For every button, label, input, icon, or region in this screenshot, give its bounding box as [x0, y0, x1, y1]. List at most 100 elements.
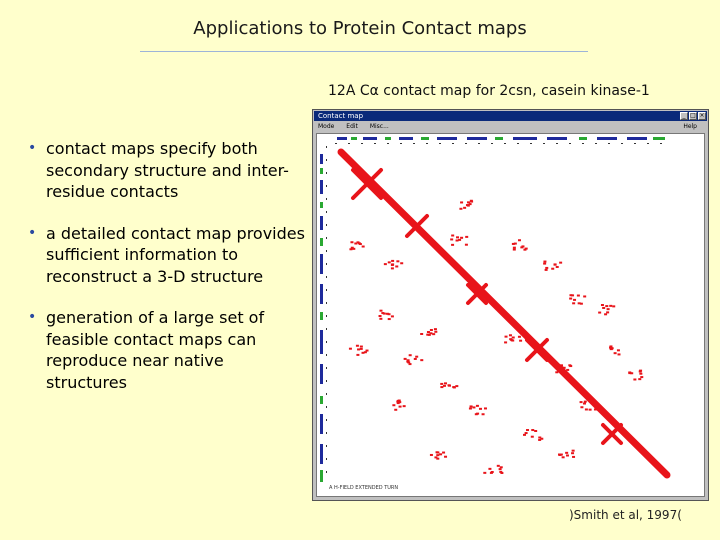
contact-dot	[356, 353, 360, 356]
contact-dot	[511, 336, 515, 339]
caption-alpha: α	[369, 83, 379, 99]
contact-dot	[357, 348, 361, 351]
contact-dot	[530, 435, 534, 438]
contact-dot	[459, 207, 463, 210]
contact-dot	[538, 438, 542, 441]
top-ss-segment	[627, 137, 647, 140]
axis-tick	[326, 276, 327, 278]
axis-tick	[556, 143, 558, 144]
contact-dot	[359, 347, 363, 350]
figure-caption: 12A Cα contact map for 2csn, casein kina…	[328, 83, 650, 99]
contact-dot	[379, 309, 383, 312]
bullet-dot-icon: •	[28, 224, 37, 241]
minimize-button[interactable]: _	[680, 112, 688, 120]
contact-dot	[606, 311, 610, 314]
contact-dot	[352, 247, 356, 250]
axis-tick	[335, 143, 337, 144]
contact-dot	[571, 294, 575, 297]
axis-tick	[326, 263, 327, 265]
contact-dot	[598, 311, 602, 314]
axis-tick	[608, 143, 610, 144]
contact-dot	[558, 453, 562, 456]
contact-dot	[519, 339, 523, 342]
contact-dot	[396, 399, 400, 402]
contact-dot	[442, 451, 446, 454]
contact-map-canvas[interactable]: A H-FIELD EXTENDED TURN	[316, 133, 705, 497]
contact-dot	[557, 370, 561, 373]
title-underline	[140, 51, 588, 52]
menu-misc[interactable]: Misc...	[369, 123, 389, 130]
axis-tick	[426, 143, 428, 144]
contact-dot	[460, 201, 464, 204]
top-ss-segment	[337, 137, 347, 140]
contact-dot	[566, 368, 570, 371]
left-ss-segment	[320, 444, 323, 464]
contact-dot	[356, 241, 360, 244]
axis-tick	[569, 143, 571, 144]
contact-dot	[444, 455, 448, 458]
contact-dot	[429, 332, 433, 335]
contact-dot	[520, 246, 524, 249]
contact-dot	[524, 247, 528, 250]
contact-dot	[630, 372, 634, 375]
contact-dot	[455, 385, 459, 388]
contact-dot	[565, 454, 569, 457]
top-ss-segment	[467, 137, 487, 140]
bullet-dot-icon: •	[28, 140, 37, 156]
left-ss-segment	[320, 330, 323, 354]
contact-dot	[580, 406, 584, 409]
contact-dot	[594, 405, 598, 408]
top-ss-segment	[547, 137, 567, 140]
axis-tick	[326, 445, 327, 447]
axis-tick	[348, 143, 350, 144]
top-ss-segment	[421, 137, 429, 140]
contact-dot	[469, 405, 473, 408]
contact-dot	[582, 402, 586, 405]
contact-dot	[504, 335, 508, 338]
window-controls: _ □ ×	[680, 112, 706, 120]
contact-dot	[517, 335, 521, 338]
bullet-item: • generation of a large set of feasible c…	[26, 307, 306, 393]
contact-dot	[427, 333, 431, 336]
left-ss-segment	[320, 168, 323, 174]
axis-tick	[326, 380, 327, 382]
axis-tick	[326, 172, 327, 174]
contact-dot	[571, 452, 575, 455]
axis-tick	[595, 143, 597, 144]
menu-help[interactable]: Help	[683, 123, 697, 130]
contact-dot	[476, 412, 480, 415]
contact-dot	[455, 239, 459, 242]
contact-dot	[442, 384, 446, 387]
axis-tick	[660, 143, 662, 144]
menu-edit[interactable]: Edit	[346, 123, 358, 130]
contact-dot	[540, 437, 544, 440]
contact-dot	[464, 243, 468, 246]
contact-dot	[538, 436, 542, 439]
contact-dot	[592, 403, 596, 406]
close-button[interactable]: ×	[698, 112, 706, 120]
contact-dot	[381, 312, 385, 315]
contact-dot	[472, 406, 476, 409]
contact-dot	[398, 405, 402, 408]
contact-cross	[525, 338, 549, 362]
contact-dot	[440, 382, 444, 385]
axis-tick	[326, 406, 327, 408]
contact-dot	[488, 467, 492, 470]
contact-dot	[408, 354, 412, 357]
axis-tick	[326, 211, 327, 213]
contact-dot	[350, 246, 354, 249]
contact-dot	[508, 334, 512, 337]
contact-dot	[429, 328, 433, 331]
contact-dot	[390, 315, 394, 318]
contact-dot	[475, 404, 479, 407]
contact-dot	[524, 432, 528, 435]
axis-tick	[326, 289, 327, 291]
axis-tick	[465, 143, 467, 144]
caption-rest: contact map for 2csn, casein kinase-1	[378, 83, 650, 99]
axis-tick	[374, 143, 376, 144]
maximize-button[interactable]: □	[689, 112, 697, 120]
menu-mode[interactable]: Mode	[318, 123, 335, 130]
contact-dot	[378, 315, 382, 318]
contact-diagonal	[337, 148, 671, 479]
contact-dot	[383, 263, 387, 266]
